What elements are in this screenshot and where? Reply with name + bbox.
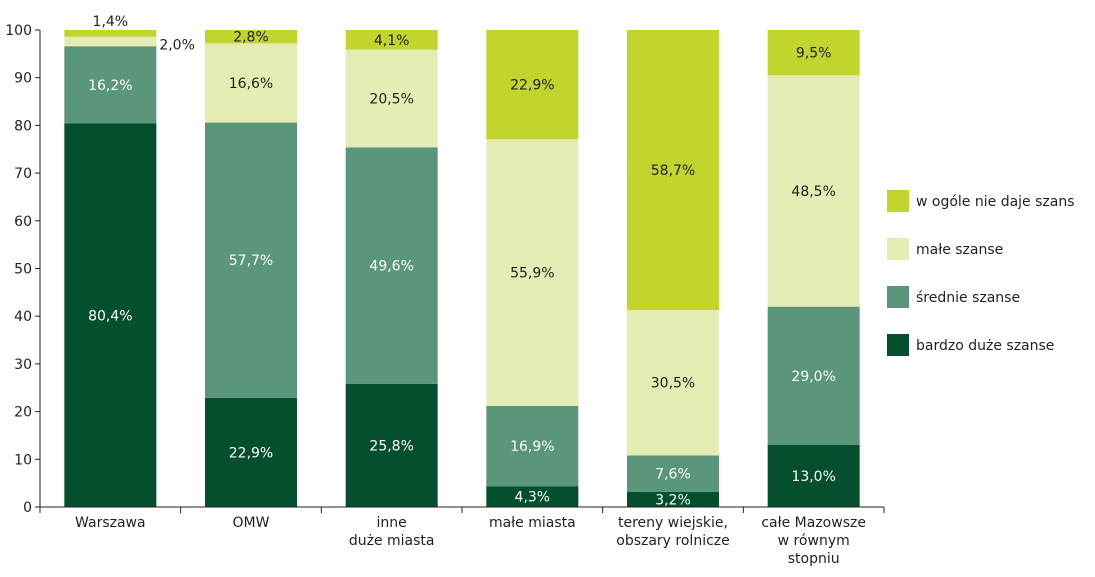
bar-segment [64, 36, 157, 47]
data-label: 29,0% [791, 369, 835, 385]
bar-segment [767, 30, 860, 76]
x-category-label: inne duże miasta [349, 515, 435, 549]
data-label: 49,6% [369, 259, 413, 275]
x-category-label: całe Mazowsze w równym stopniu [761, 515, 866, 567]
data-label: 3,2% [655, 492, 691, 508]
bar-segment [64, 30, 157, 37]
y-tick-label: 20 [14, 405, 32, 421]
bar-segment [205, 43, 297, 123]
bar-segment [345, 383, 438, 507]
bar-segment [345, 30, 438, 50]
x-category-label: tereny wiejskie, obszary rolnicze [616, 515, 730, 549]
bars-layer [64, 30, 860, 508]
bar-segment [486, 30, 579, 140]
data-label: 4,1% [374, 33, 410, 49]
bar-segment [345, 147, 438, 384]
y-tick-label: 60 [14, 214, 32, 230]
bar-segment [205, 30, 297, 44]
y-tick-label: 0 [23, 500, 32, 516]
data-label: 16,2% [88, 78, 132, 94]
y-tick-label: 50 [14, 262, 32, 278]
bar-segment [64, 46, 157, 124]
legend-swatch [887, 334, 909, 356]
bar-segment [64, 123, 157, 508]
bar-segment [205, 122, 297, 398]
data-label: 25,8% [369, 438, 413, 454]
data-label: 16,9% [510, 439, 554, 455]
data-label: 1,4% [93, 14, 129, 30]
bar-segment [627, 491, 719, 507]
data-label: 13,0% [791, 469, 835, 485]
legend-label: w ogóle nie daje szans [916, 194, 1075, 210]
bar-segment [486, 405, 579, 487]
legend-label: średnie szanse [916, 290, 1020, 306]
data-label: 58,7% [651, 163, 695, 179]
data-label: 4,3% [515, 490, 551, 506]
data-label: 48,5% [791, 184, 835, 200]
data-label: 22,9% [510, 78, 554, 94]
x-category-label: małe miasta [489, 515, 576, 531]
y-tick-label: 80 [14, 118, 32, 134]
data-label: 20,5% [369, 91, 413, 107]
y-tick-label: 100 [5, 23, 32, 39]
bar-segment [345, 49, 438, 148]
x-category-label: Warszawa [75, 515, 146, 531]
data-label: 57,7% [229, 253, 273, 269]
bar-segment [486, 139, 579, 406]
y-tick-label: 40 [14, 309, 32, 325]
data-label: 80,4% [88, 308, 132, 324]
y-tick-label: 30 [14, 357, 32, 373]
data-label: 30,5% [651, 376, 695, 392]
data-label: 55,9% [510, 266, 554, 282]
legend-swatch [887, 238, 909, 260]
y-tick-label: 90 [14, 71, 32, 87]
data-label: 9,5% [796, 46, 832, 62]
bar-segment [205, 397, 297, 507]
legend-swatch [887, 190, 909, 212]
data-label: 2,8% [233, 30, 269, 46]
data-label: 2,0% [159, 37, 195, 53]
legend-swatch [887, 286, 909, 308]
axes-layer: 0 10 20 30 40 50 60 70 80 90 100 Warszawa OMW inne duż… [5, 23, 885, 567]
data-label: 22,9% [229, 445, 273, 461]
bar-segment [627, 310, 719, 456]
bar-segment [627, 30, 719, 310]
bar-segment [767, 306, 860, 445]
bar-segment [767, 75, 860, 307]
bar-segment [627, 455, 719, 492]
bar-segment [767, 444, 860, 507]
data-label: 7,6% [655, 467, 691, 483]
legend-label: małe szanse [916, 242, 1003, 258]
data-labels-layer: 80,4% 16,2% 2,0% 1,4% 22,9% 57,7% 16,6% 2,8% 25,… [88, 14, 836, 508]
y-tick-label: 10 [14, 452, 32, 468]
legend: w ogóle nie daje szans małe szanse średnie… [887, 190, 1075, 356]
x-category-label: OMW [233, 515, 270, 531]
bar-segment [486, 486, 579, 507]
data-label: 16,6% [229, 76, 273, 92]
legend-label: bardzo duże szanse [916, 338, 1054, 354]
y-tick-label: 70 [14, 166, 32, 182]
